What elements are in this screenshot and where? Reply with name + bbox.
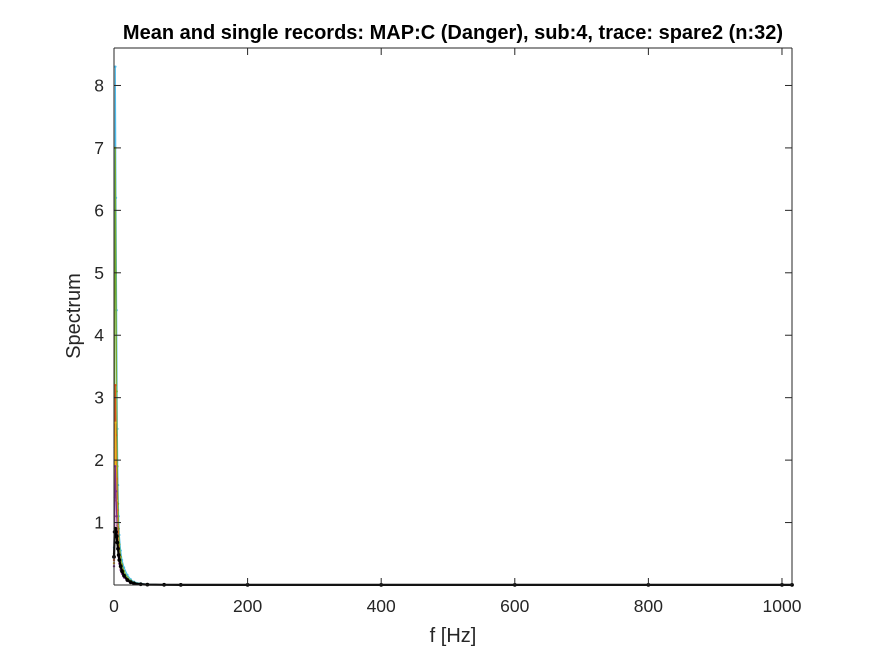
data-point <box>114 530 118 534</box>
data-point <box>128 580 133 585</box>
y-tick-label: 4 <box>94 325 104 345</box>
data-point <box>132 581 136 586</box>
data-point <box>116 553 121 557</box>
x-tick-label: 800 <box>634 596 663 616</box>
x-tick-label: 0 <box>109 596 119 616</box>
y-axis-label: Spectrum <box>63 273 85 359</box>
x-tick-label: 200 <box>233 596 262 616</box>
data-point <box>122 573 126 578</box>
data-point <box>114 490 118 493</box>
plot-area <box>114 48 792 585</box>
data-point <box>120 569 124 574</box>
y-tick-label: 5 <box>94 263 104 283</box>
x-tick-label: 600 <box>500 596 529 616</box>
data-point <box>114 65 117 68</box>
y-tick-label: 2 <box>94 450 104 470</box>
data-point <box>117 558 122 562</box>
x-axis-label: f [Hz] <box>430 625 477 647</box>
data-point <box>114 421 117 424</box>
data-point <box>138 582 143 587</box>
data-point <box>114 383 117 387</box>
y-tick-label: 7 <box>94 138 104 158</box>
y-tick-label: 3 <box>94 388 104 408</box>
axes-layer <box>113 47 793 586</box>
data-point <box>118 564 123 569</box>
y-tick-label: 1 <box>94 513 104 533</box>
data-point <box>115 540 120 545</box>
y-tick-label: 8 <box>94 75 104 95</box>
data-point <box>115 390 118 393</box>
tick-label-layer: 0 200 400 600 800 1000 1 2 3 4 5 6 7 8 <box>94 75 801 616</box>
data-point <box>115 515 118 518</box>
chart-title: Mean and single records: MAP:C (Danger),… <box>123 22 783 44</box>
x-tick-label: 1000 <box>763 596 802 616</box>
data-point <box>125 578 130 582</box>
x-tick-label: 400 <box>367 596 396 616</box>
data-point <box>116 546 120 551</box>
data-point <box>114 534 119 539</box>
data-point <box>114 465 117 468</box>
y-tick-label: 6 <box>94 200 104 220</box>
